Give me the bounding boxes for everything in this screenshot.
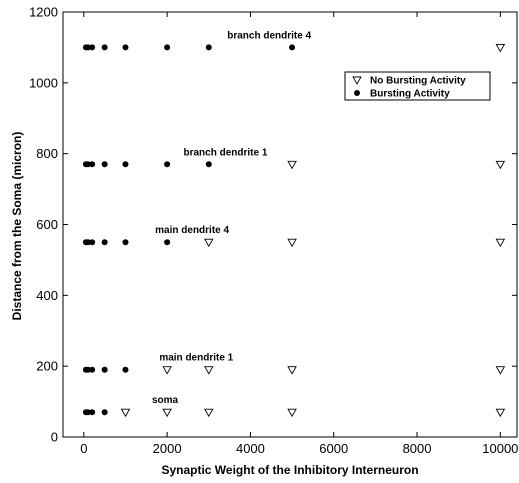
no-bursting-point xyxy=(495,43,506,53)
bursting-point xyxy=(84,161,91,168)
bursting-point xyxy=(101,366,108,373)
bursting-point xyxy=(101,409,108,416)
y-tick-label: 1000 xyxy=(29,75,58,90)
bursting-point xyxy=(84,239,91,246)
legend-marker xyxy=(354,90,360,96)
legend-box xyxy=(344,71,491,101)
bursting-point xyxy=(205,44,212,51)
x-tick-label: 8000 xyxy=(403,441,432,456)
y-tick-label: 400 xyxy=(36,288,58,303)
bursting-point xyxy=(101,161,108,168)
annotation-label: main dendrite 1 xyxy=(159,353,233,364)
annotations: soma main dendrite 1 main dendrite 4 branch… xyxy=(152,30,312,406)
y-tick-label: 1200 xyxy=(29,5,58,20)
bursting-point xyxy=(122,44,129,51)
bursting-point xyxy=(164,239,171,246)
no-bursting-point xyxy=(495,366,506,375)
x-tick-label: 6000 xyxy=(319,441,348,456)
bursting-point xyxy=(89,366,96,373)
bursting-point xyxy=(101,239,108,246)
annotation-label: soma xyxy=(152,395,179,406)
tick-labels: 0 2000 4000 6000 8000 10000 0 200 400 600 800 1000 1… xyxy=(29,5,518,457)
no-bursting-point xyxy=(495,160,506,170)
no-bursting-point xyxy=(287,238,297,248)
bursting-point xyxy=(84,366,91,373)
no-bursting-point xyxy=(204,238,214,248)
x-tick-label: 2000 xyxy=(153,441,182,456)
bursting-point xyxy=(89,44,96,51)
axis-ticks xyxy=(63,11,517,438)
bursting-point xyxy=(89,239,96,246)
x-tick-label: 10000 xyxy=(482,441,518,456)
bursting-point xyxy=(122,239,129,246)
bursting-point xyxy=(164,161,171,168)
no-bursting-point xyxy=(287,160,297,170)
x-axis-title: Synaptic Weight of the Inhibitory Intern… xyxy=(161,463,418,477)
annotation-label: main dendrite 4 xyxy=(155,225,229,236)
y-axis-title: Distance from the Soma (micron) xyxy=(10,132,24,321)
bursting-point xyxy=(289,44,296,51)
bursting-point xyxy=(84,44,91,51)
bursting-point xyxy=(89,409,96,416)
data-points xyxy=(82,43,506,418)
bursting-point xyxy=(122,161,129,168)
bursting-point xyxy=(101,44,108,51)
no-bursting-point xyxy=(120,408,131,418)
bursting-point xyxy=(84,409,91,416)
bursting-point xyxy=(205,161,212,168)
x-tick-label: 0 xyxy=(80,441,87,456)
legend-items: No Bursting Activity Bursting Activity xyxy=(352,76,466,100)
legend: No Bursting Activity Bursting Activity xyxy=(344,71,491,101)
annotation-label: branch dendrite 1 xyxy=(183,147,267,158)
x-tick-label: 4000 xyxy=(236,441,265,456)
no-bursting-point xyxy=(162,366,172,375)
y-tick-label: 600 xyxy=(36,217,58,232)
y-tick-label: 0 xyxy=(51,430,58,445)
y-tick-label: 800 xyxy=(36,146,58,161)
no-bursting-point xyxy=(204,366,214,375)
legend-marker xyxy=(352,76,362,85)
no-bursting-point xyxy=(204,408,214,418)
no-bursting-point xyxy=(495,408,506,418)
bursting-point xyxy=(122,366,129,373)
no-bursting-point xyxy=(162,408,172,418)
bursting-point xyxy=(89,161,96,168)
no-bursting-point xyxy=(495,238,506,248)
legend-label: No Bursting Activity xyxy=(370,76,466,87)
no-bursting-point xyxy=(287,408,297,418)
no-bursting-point xyxy=(287,366,297,375)
y-tick-label: 200 xyxy=(36,359,58,374)
annotation-label: branch dendrite 4 xyxy=(227,30,311,41)
legend-label: Bursting Activity xyxy=(370,89,450,100)
bursting-point xyxy=(164,44,171,51)
